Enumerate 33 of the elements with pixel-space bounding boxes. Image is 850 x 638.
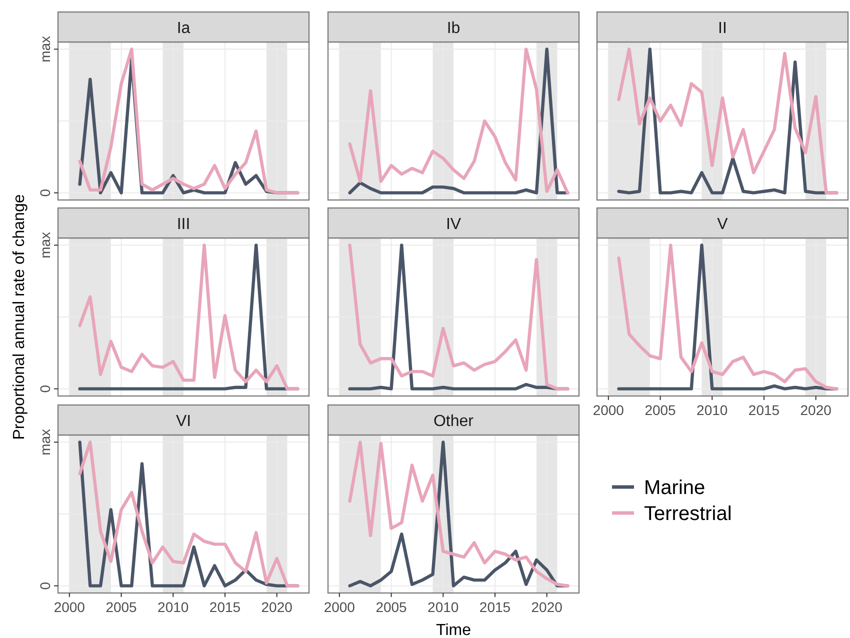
x-axis-title: Time [436,622,472,638]
x-tick-label: 2020 [800,402,832,418]
x-tick-label: 2010 [428,599,459,615]
chart-title: II [718,20,727,37]
x-tick-label: 2005 [376,599,408,615]
chart-title: Other [433,413,474,430]
x-tick-label: 2000 [54,599,86,615]
x-tick-label: 2010 [158,599,189,615]
text: max [37,36,53,62]
x-tick-label: 2005 [106,599,138,615]
chart-title: VI [176,413,192,430]
x-tick-label: 2005 [644,402,676,418]
x-tick-label: 2015 [209,599,241,615]
y-axis-title: Proportional annual rate of change [11,194,28,440]
x-tick-label: 2020 [261,599,293,615]
text: max [37,232,53,258]
text: 0 [37,188,53,197]
chart-title: III [176,216,190,233]
chart-title: Ib [446,20,460,37]
x-tick-label: 2010 [696,402,728,418]
text: 0 [37,384,53,393]
x-tick-label: 2015 [479,599,511,615]
chart-title: Ia [176,20,190,37]
x-tick-label: 2020 [531,599,563,615]
x-tick-label: 2015 [748,402,780,418]
legend-label: Terrestrial [644,503,732,525]
legend-label: Marine [644,477,706,499]
text: 0 [37,582,53,590]
chart-title: IV [446,216,462,233]
x-tick-label: 2000 [324,599,356,615]
x-tick-label: 2000 [592,402,624,418]
text: max [37,428,53,456]
chart-title: V [717,216,728,233]
